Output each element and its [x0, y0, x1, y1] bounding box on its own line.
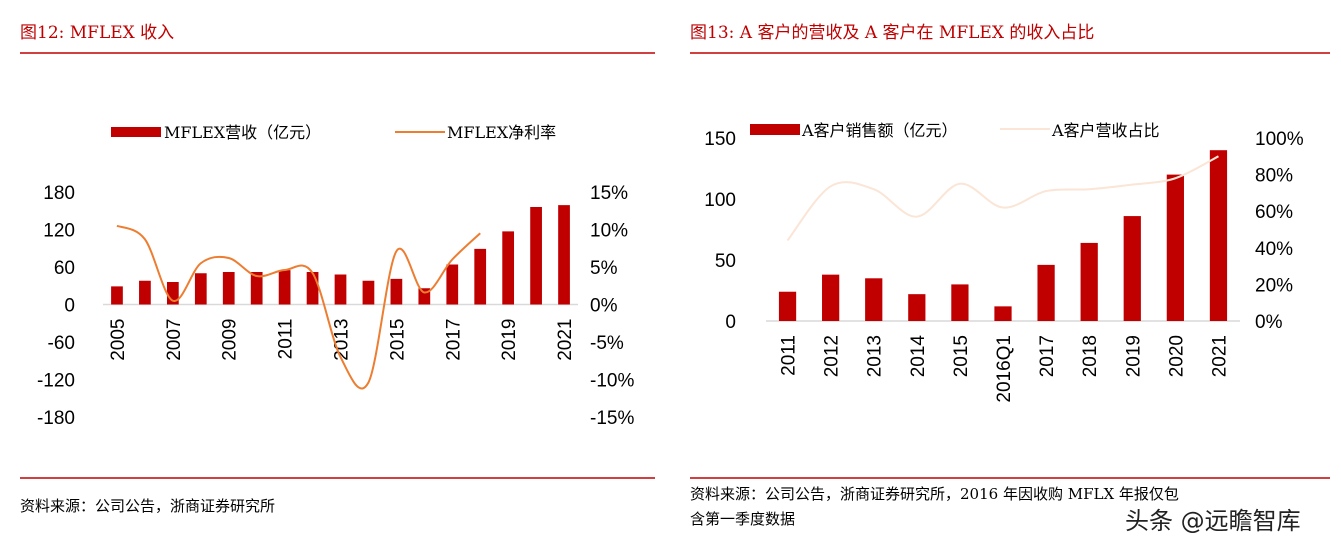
bar-2016	[418, 288, 431, 305]
bar-2007	[166, 282, 179, 305]
bar-2021	[558, 205, 570, 305]
bar-2006	[139, 280, 151, 305]
y-tick-label: 60	[54, 258, 75, 279]
chart2-source-line1: 资料来源：公司公告，浙商证券研究所，2016 年因收购 MFLX 年报仅包	[690, 485, 1179, 503]
x-tick-label: 2009	[220, 319, 241, 361]
bar-2015	[390, 278, 403, 305]
x-tick-label: 2015	[387, 319, 408, 361]
bar-2019	[502, 231, 515, 305]
y-tick-label: 0	[725, 312, 736, 333]
y2-tick-label: -15%	[590, 408, 634, 429]
y-tick-label: 100	[704, 190, 736, 211]
bar-2020	[1166, 174, 1184, 321]
x-tick-label: 2012	[822, 335, 843, 377]
x-tick-label: 2016Q1	[994, 335, 1015, 403]
bar-2021	[1209, 150, 1228, 321]
x-tick-label: 2017	[443, 319, 464, 361]
legend-swatch-bar	[750, 124, 800, 135]
chart1-source: 资料来源：公司公告，浙商证券研究所	[20, 497, 275, 515]
x-tick-label: 2005	[108, 319, 129, 361]
y2-tick-label: 5%	[590, 258, 618, 279]
x-tick-label: 2014	[908, 335, 929, 378]
bar-2012	[822, 274, 840, 321]
chart2-source-line2: 含第一季度数据	[690, 510, 795, 528]
chart2-title: 图13: A 客户的营收及 A 客户在 MFLEX 的收入占比	[690, 23, 1094, 43]
line-series	[786, 155, 1219, 242]
y2-tick-label: 0%	[590, 296, 618, 317]
x-tick-label: 2020	[1166, 335, 1187, 377]
bar-2011	[778, 291, 797, 321]
y2-tick-label: 80%	[1255, 166, 1293, 187]
x-tick-label: 2013	[865, 335, 886, 377]
bar-2020	[530, 207, 542, 305]
bar-2013	[865, 278, 883, 321]
bar-2009	[222, 272, 235, 305]
x-tick-label: 2015	[951, 335, 972, 377]
bar-2017	[446, 264, 459, 305]
x-tick-label: 2017	[1037, 335, 1058, 377]
y2-tick-label: 20%	[1255, 275, 1293, 296]
y2-tick-label: 10%	[590, 221, 628, 242]
bar-2014	[908, 294, 926, 321]
bar-2015	[951, 284, 969, 321]
bar-2017	[1037, 264, 1055, 321]
legend-label-line: A客户营收占比	[1051, 121, 1160, 140]
bar-2008	[194, 273, 207, 305]
legend-label-bar: A客户销售额（亿元）	[801, 121, 958, 140]
y-tick-label: 150	[704, 129, 736, 150]
y-tick-label: -120	[37, 371, 75, 392]
bar-2018	[1080, 242, 1098, 321]
bar-2011	[278, 270, 291, 305]
y2-tick-label: -5%	[590, 333, 624, 354]
x-tick-label: 2021	[555, 319, 576, 361]
chart1-legend: MFLEX营收（亿元） MFLEX净利率	[111, 123, 556, 142]
chart2-legend: A客户销售额（亿元） A客户营收占比	[750, 121, 1160, 140]
bar-2019	[1123, 216, 1141, 321]
y-tick-label: 120	[43, 221, 75, 242]
legend-swatch-bar	[111, 127, 161, 137]
y2-tick-label: 60%	[1255, 202, 1293, 223]
bar-2016Q1	[994, 306, 1012, 321]
y2-tick-label: 100%	[1255, 129, 1304, 150]
y2-tick-label: 0%	[1255, 312, 1283, 333]
x-tick-label: 2011	[779, 335, 800, 376]
y-tick-label: -180	[37, 408, 75, 429]
chart1-plot: 180 120 60 0 -60 -120 -180 15% 10% 5% 0% -5% -10% -15…	[37, 183, 634, 429]
chart2-plot: 150 100 50 0 100% 80% 60% 40% 20% 0% 2011 2012 2013 2…	[704, 129, 1303, 403]
x-tick-label: 2011	[276, 319, 297, 360]
x-tick-label: 2021	[1209, 335, 1230, 377]
bar-2012	[306, 272, 319, 305]
bar-2005	[111, 286, 123, 305]
y2-tick-label: 15%	[590, 183, 628, 204]
y2-tick-label: 40%	[1255, 239, 1293, 260]
y-tick-label: 180	[43, 183, 75, 204]
bar-2018	[474, 248, 487, 305]
x-tick-label: 2018	[1080, 335, 1101, 377]
bar-2010	[250, 272, 263, 305]
bar-2014	[362, 280, 375, 305]
y-tick-label: -60	[48, 333, 75, 354]
bar-2013	[334, 274, 347, 305]
y2-tick-label: -10%	[590, 371, 634, 392]
legend-label-bar: MFLEX营收（亿元）	[164, 123, 321, 142]
x-tick-label: 2007	[164, 319, 185, 361]
y-tick-label: 0	[64, 296, 75, 317]
legend-label-line: MFLEX净利率	[447, 123, 556, 142]
x-tick-label: 2019	[1123, 335, 1144, 377]
chart1-title: 图12: MFLEX 收入	[20, 23, 174, 43]
line-series	[116, 224, 481, 390]
x-tick-label: 2019	[499, 319, 520, 361]
y-tick-label: 50	[715, 251, 736, 272]
watermark: 头条 @远瞻智库	[1125, 507, 1301, 535]
